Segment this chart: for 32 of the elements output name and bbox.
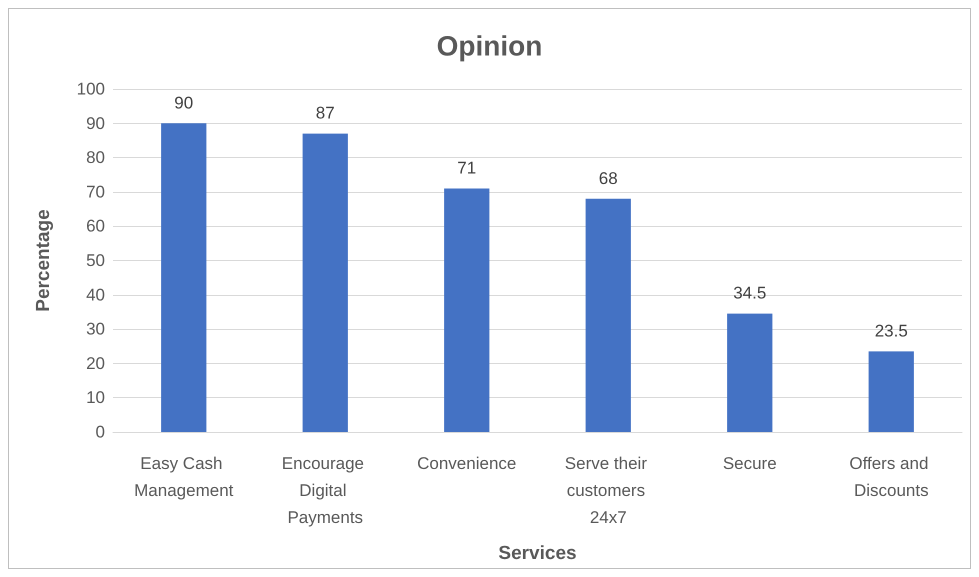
y-tick-label: 10 (86, 388, 105, 408)
chart-title: Opinion (436, 30, 542, 62)
data-label: 90 (174, 93, 194, 112)
y-tick-label: 0 (96, 422, 105, 442)
y-tick-label: 80 (86, 148, 105, 168)
bar (727, 314, 772, 432)
y-tick-label: 40 (86, 285, 105, 304)
y-tick-label: 70 (86, 182, 105, 202)
data-label: 71 (457, 158, 476, 178)
y-tick-label: 20 (86, 354, 105, 373)
bar (868, 351, 914, 432)
x-tick-label: Serve their customers 24x7 (564, 454, 652, 527)
y-tick-label: 60 (86, 216, 105, 236)
bar (302, 134, 348, 432)
bar (444, 188, 490, 432)
bar (586, 198, 631, 432)
x-tick-label: Convenience (417, 454, 516, 473)
bar (161, 123, 206, 432)
data-label: 68 (598, 168, 618, 188)
data-label: 23.5 (874, 321, 908, 340)
y-tick-label: 100 (76, 80, 105, 98)
data-label: 34.5 (733, 284, 766, 303)
x-tick-label: Easy Cash Management (134, 454, 234, 500)
data-label: 87 (316, 104, 335, 123)
y-tick-label: 30 (86, 320, 105, 339)
y-tick-label: 90 (86, 114, 105, 133)
x-tick-label: Offers and Discounts (849, 454, 934, 500)
x-tick-label: Encourage Digital Payments (282, 454, 369, 527)
x-tick-label: Secure (722, 454, 777, 473)
y-axis-title: Percentage (33, 209, 54, 312)
x-axis-title: Services (498, 543, 577, 564)
y-tick-label: 50 (86, 251, 105, 270)
